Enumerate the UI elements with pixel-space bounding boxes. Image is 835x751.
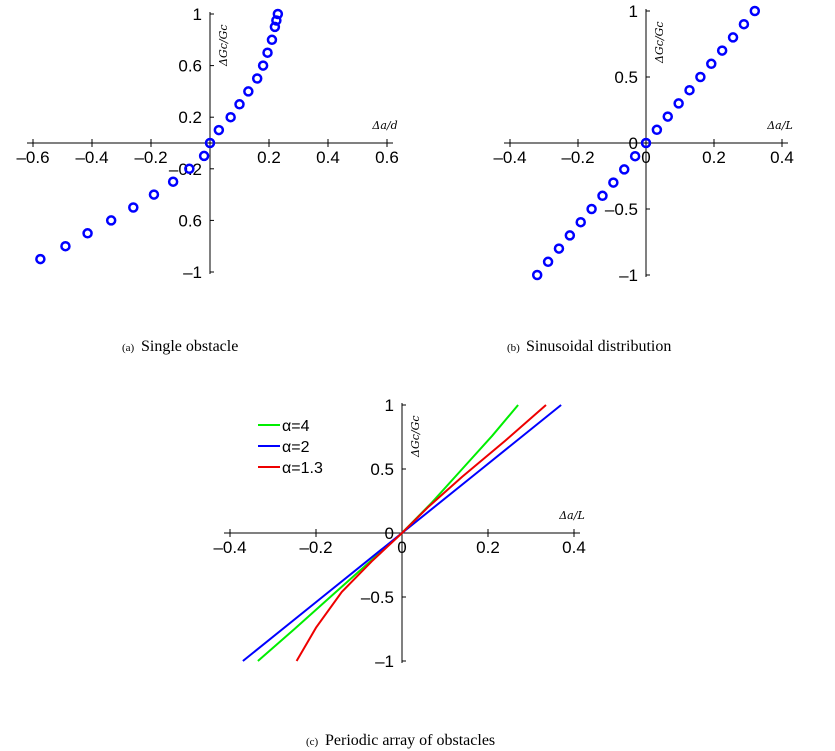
x-tick-label: –0.6	[16, 148, 49, 167]
data-point	[61, 242, 69, 250]
caption-a-text: Single obstacle	[141, 338, 238, 355]
x-tick-label: 0.2	[702, 148, 726, 167]
data-point	[664, 113, 672, 121]
data-point	[227, 113, 235, 121]
data-point	[533, 271, 541, 279]
y-tick-label: 0.2	[178, 108, 202, 127]
y-tick-label: –1	[375, 652, 394, 671]
caption-b: (b) Sinusoidal distribution	[507, 338, 671, 355]
y-tick-label: –1	[183, 263, 202, 282]
data-point	[253, 75, 261, 83]
data-point	[244, 87, 252, 95]
data-point	[274, 10, 282, 18]
data-point	[169, 178, 177, 186]
x-tick-label: 0.4	[316, 148, 340, 167]
data-point	[675, 99, 683, 107]
data-point	[686, 86, 694, 94]
x-tick-label: –0.4	[75, 148, 108, 167]
data-point	[653, 126, 661, 134]
y-tick-label: –0.5	[605, 200, 638, 219]
y-tick-label: 0.5	[614, 68, 638, 87]
data-point	[751, 7, 759, 15]
x-tick-label: –0.2	[299, 538, 332, 557]
data-point	[620, 165, 628, 173]
x-tick-label: –0.4	[493, 148, 526, 167]
caption-a-label: (a)	[122, 342, 135, 354]
data-point	[707, 60, 715, 68]
data-point	[555, 245, 563, 253]
data-point	[150, 191, 158, 199]
caption-c: (c) Periodic array of obstacles	[306, 732, 495, 749]
data-point	[729, 33, 737, 41]
y-tick-label: –1	[619, 266, 638, 285]
y-tick-label: 1	[385, 396, 394, 415]
caption-b-text: Sinusoidal distribution	[526, 338, 671, 355]
x-tick-label: 0.4	[770, 148, 794, 167]
data-point	[200, 152, 208, 160]
data-point	[609, 179, 617, 187]
data-point	[588, 205, 596, 213]
data-point	[129, 204, 137, 212]
x-tick-label: –0.2	[561, 148, 594, 167]
y-axis-label: ΔGc/Gc	[409, 415, 422, 458]
x-tick-label: 0	[397, 538, 406, 557]
data-point	[598, 192, 606, 200]
x-tick-label: 0.4	[562, 538, 586, 557]
panel-c: –0.4 –0.2 0 0.2 0.410.50–0.5–1Δa/LΔGc/Gcα=4α…	[213, 396, 585, 671]
x-axis-label: Δa/d	[371, 119, 397, 132]
x-axis-label: Δa/L	[766, 119, 793, 132]
caption-c-label: (c)	[306, 736, 319, 748]
y-tick-label: 0.6	[178, 57, 202, 76]
data-point	[544, 258, 552, 266]
data-point	[107, 216, 115, 224]
data-point	[740, 20, 748, 28]
x-axis-label: Δa/L	[558, 509, 585, 522]
caption-a: (a) Single obstacle	[122, 338, 238, 355]
y-tick-label: 0.6	[178, 211, 202, 230]
data-point	[268, 36, 276, 44]
data-point	[36, 255, 44, 263]
data-point	[577, 218, 585, 226]
caption-c-text: Periodic array of obstacles	[325, 732, 495, 749]
x-tick-label: 0.2	[476, 538, 500, 557]
x-tick-label: 0.2	[257, 148, 281, 167]
data-point	[236, 100, 244, 108]
data-point	[264, 49, 272, 57]
y-tick-label: –0.5	[361, 588, 394, 607]
legend-label: α=1.3	[282, 460, 323, 477]
legend-label: α=2	[282, 439, 310, 456]
y-tick-label: 1	[629, 2, 638, 21]
data-point	[84, 229, 92, 237]
x-tick-label: 0	[641, 148, 650, 167]
y-tick-label: 0	[629, 134, 638, 153]
caption-b-label: (b)	[507, 342, 520, 354]
y-axis-label: ΔGc/Gc	[217, 24, 230, 67]
data-point	[215, 126, 223, 134]
x-tick-label: –0.4	[213, 538, 246, 557]
x-tick-label: 0.6	[375, 148, 399, 167]
panel-a: –0.6 –0.4 –0.2 0.2 0.4 0.610.60.2–0.20.6–1Δa/…	[16, 5, 398, 282]
data-point	[718, 47, 726, 55]
panel-b: –0.4 –0.2 0 0.2 0.4 1 0.5 0 –0.5 –1 Δa/L ΔGc/Gc	[493, 2, 793, 285]
x-tick-label: –0.2	[134, 148, 167, 167]
data-point	[696, 73, 704, 81]
y-tick-label: 1	[193, 5, 202, 24]
y-tick-label: 0.5	[370, 460, 394, 479]
data-point	[259, 62, 267, 70]
data-point	[631, 152, 639, 160]
legend-label: α=4	[282, 418, 310, 435]
y-axis-label: ΔGc/Gc	[653, 21, 666, 64]
data-point	[566, 231, 574, 239]
